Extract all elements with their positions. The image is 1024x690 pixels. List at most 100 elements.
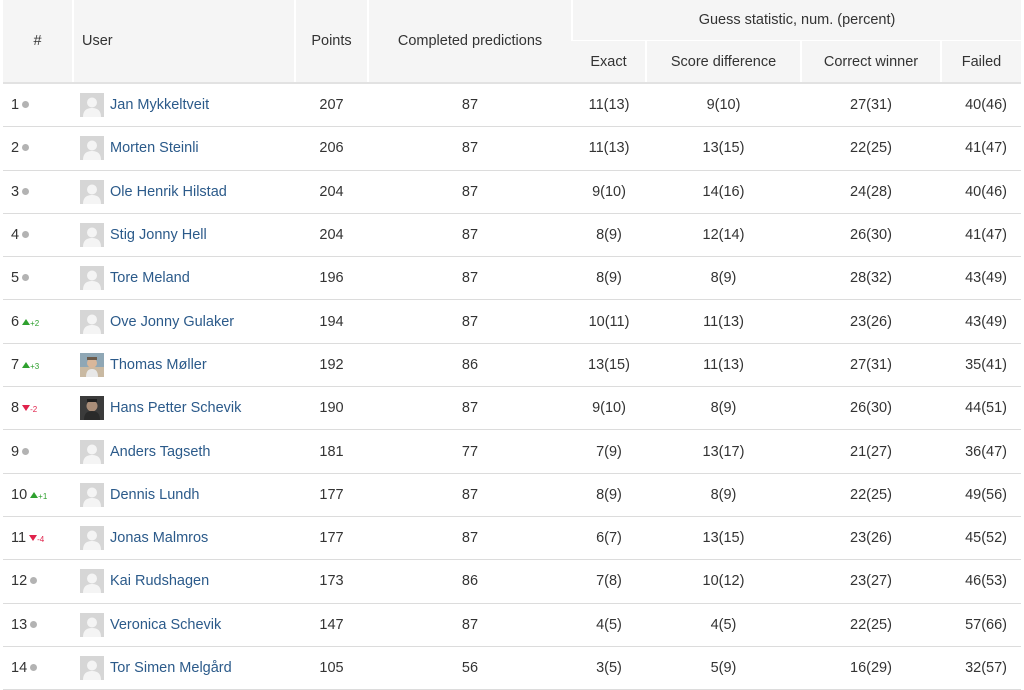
user-link[interactable]: Ove Jonny Gulaker (110, 313, 235, 330)
user-avatar-icon (80, 136, 104, 161)
score-difference-cell: 8(9) (646, 256, 801, 301)
failed-cell: 41(47) (941, 126, 1021, 171)
table-row: 6 +2 Ove Jonny Gulaker 194 87 10(11) 11(13) 23(… (3, 299, 1021, 344)
points-cell: 173 (295, 559, 368, 604)
rank-number: 1 (11, 97, 20, 114)
user-avatar-icon (80, 482, 104, 507)
header-failed: Failed (940, 40, 1021, 84)
correct-winner-cell: 22(25) (801, 603, 941, 647)
rank-cell: 8 -2 (3, 386, 73, 431)
user-link[interactable]: Dennis Lundh (110, 486, 200, 503)
table-row: 1 Jan Mykkeltveit 207 87 11(13) 9(10) 27(31) 40… (3, 83, 1021, 128)
exact-cell: 3(5) (572, 646, 646, 690)
table-row: 13 Veronica Schevik 147 87 4(5) 4(5) 22(25) 57(… (3, 603, 1021, 647)
user-cell: Veronica Schevik (73, 603, 295, 647)
user-avatar-icon (80, 612, 104, 637)
failed-cell: 43(49) (941, 256, 1021, 301)
completed-cell: 87 (368, 603, 572, 647)
user-link[interactable]: Thomas Møller (110, 356, 207, 373)
correct-winner-cell: 22(25) (801, 473, 941, 517)
correct-winner-cell: 26(30) (801, 213, 941, 258)
user-cell: Dennis Lundh (73, 473, 295, 517)
rank-number: 4 (11, 227, 20, 244)
exact-cell: 7(9) (572, 429, 646, 474)
rank-change: +1 (38, 491, 48, 501)
user-link[interactable]: Stig Jonny Hell (110, 227, 207, 244)
user-cell: Anders Tagseth (73, 429, 295, 474)
user-link[interactable]: Morten Steinli (110, 140, 199, 157)
rank-number: 5 (11, 270, 20, 287)
user-link[interactable]: Hans Petter Schevik (110, 400, 242, 417)
trend-down-icon (29, 535, 38, 542)
header-completed-predictions: Completed predictions (367, 0, 572, 84)
user-cell: Kai Rudshagen (73, 559, 295, 604)
rank-cell: 14 (3, 646, 73, 690)
score-difference-cell: 12(14) (646, 213, 801, 258)
trend-neutral-icon (22, 144, 30, 152)
exact-cell: 8(9) (572, 213, 646, 258)
trend-up-icon (22, 318, 31, 325)
failed-cell: 40(46) (941, 83, 1021, 128)
user-link[interactable]: Anders Tagseth (110, 443, 211, 460)
user-link[interactable]: Ole Henrik Hilstad (110, 183, 227, 200)
user-link[interactable]: Jan Mykkeltveit (110, 97, 210, 114)
exact-cell: 7(8) (572, 559, 646, 604)
points-cell: 207 (295, 83, 368, 128)
score-difference-cell: 13(15) (646, 516, 801, 561)
table-row: 14 Tor Simen Melgård 105 56 3(5) 5(9) 16(29) 32… (3, 646, 1021, 690)
rank-number: 3 (11, 183, 20, 200)
header-rank: # (3, 0, 73, 84)
rank-cell: 9 (3, 429, 73, 474)
points-cell: 206 (295, 126, 368, 171)
header-correct-winner: Correct winner (800, 40, 941, 84)
score-difference-cell: 11(13) (646, 299, 801, 344)
points-cell: 204 (295, 213, 368, 258)
user-avatar-icon (80, 439, 104, 464)
rank-number: 11 (11, 530, 27, 547)
exact-cell: 11(13) (572, 126, 646, 171)
score-difference-cell: 8(9) (646, 386, 801, 431)
rank-cell: 12 (3, 559, 73, 604)
user-avatar-icon (80, 352, 104, 377)
score-difference-cell: 4(5) (646, 603, 801, 647)
trend-neutral-icon (22, 187, 30, 195)
header-points: Points (294, 0, 368, 84)
points-cell: 194 (295, 299, 368, 344)
rank-change: +3 (30, 361, 40, 371)
completed-cell: 87 (368, 516, 572, 561)
rank-cell: 4 (3, 213, 73, 258)
user-link[interactable]: Jonas Malmros (110, 530, 209, 547)
user-link[interactable]: Veronica Schevik (110, 616, 222, 633)
failed-cell: 49(56) (941, 473, 1021, 517)
points-cell: 147 (295, 603, 368, 647)
rank-number: 12 (11, 573, 28, 590)
points-cell: 177 (295, 516, 368, 561)
failed-cell: 57(66) (941, 603, 1021, 647)
header-user: User (72, 0, 295, 84)
exact-cell: 10(11) (572, 299, 646, 344)
rank-cell: 3 (3, 170, 73, 214)
exact-cell: 8(9) (572, 473, 646, 517)
table-header: # User Points Completed predictions Gues… (3, 0, 1021, 84)
completed-cell: 87 (368, 126, 572, 171)
user-link[interactable]: Tore Meland (110, 270, 190, 287)
score-difference-cell: 13(17) (646, 429, 801, 474)
exact-cell: 11(13) (572, 83, 646, 128)
table-row: 9 Anders Tagseth 181 77 7(9) 13(17) 21(27) 36(4… (3, 429, 1021, 474)
table-row: 5 Tore Meland 196 87 8(9) 8(9) 28(32) 43(49) (3, 256, 1021, 301)
user-link[interactable]: Kai Rudshagen (110, 573, 210, 590)
rank-cell: 7 +3 (3, 343, 73, 388)
failed-cell: 44(51) (941, 386, 1021, 431)
table-row: 8 -2 Hans Petter Schevik 190 87 9(10) 8(9) 26(3… (3, 386, 1021, 431)
points-cell: 196 (295, 256, 368, 301)
user-link[interactable]: Tor Simen Melgård (110, 660, 232, 676)
rank-cell: 11 -4 (3, 516, 73, 561)
user-cell: Jonas Malmros (73, 516, 295, 561)
exact-cell: 4(5) (572, 603, 646, 647)
completed-cell: 56 (368, 646, 572, 690)
failed-cell: 41(47) (941, 213, 1021, 258)
score-difference-cell: 5(9) (646, 646, 801, 690)
rank-number: 2 (11, 140, 20, 157)
failed-cell: 32(57) (941, 646, 1021, 690)
trend-up-icon (22, 361, 31, 368)
